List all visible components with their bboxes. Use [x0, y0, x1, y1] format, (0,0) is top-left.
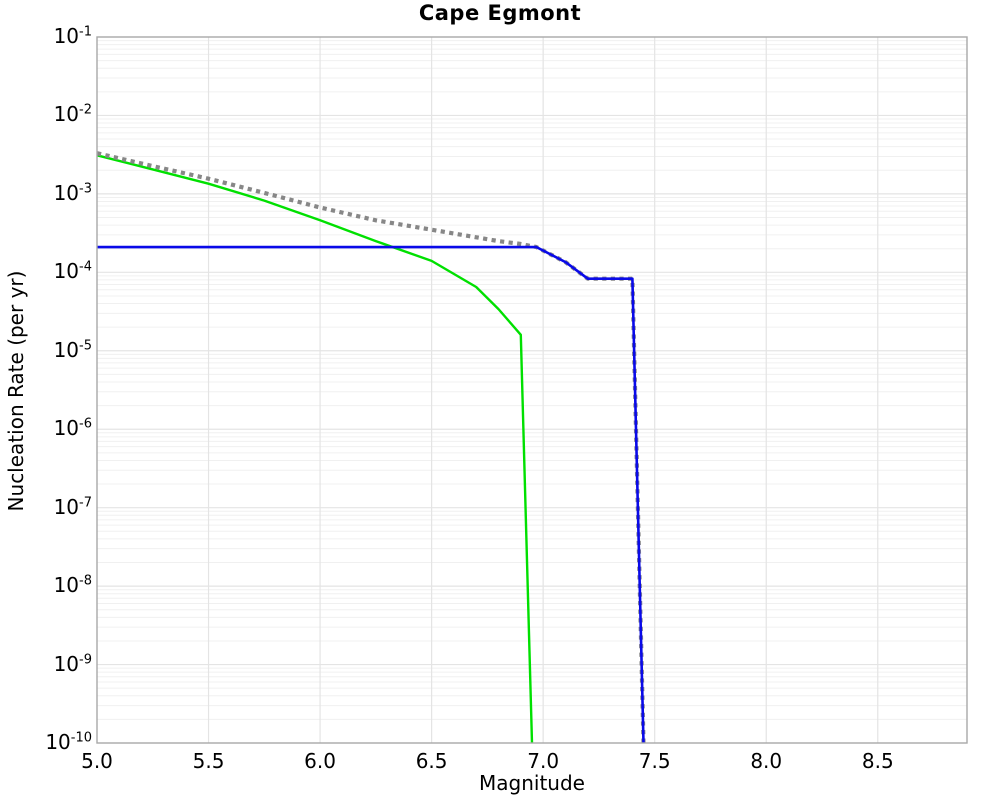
y-tick-label: 10-5	[53, 337, 92, 362]
x-tick-label: 5.5	[192, 749, 225, 773]
x-axis-label: Magnitude	[479, 771, 585, 795]
x-tick-label: 7.0	[527, 749, 560, 773]
series-total-rate-dotted-gray	[96, 151, 646, 744]
x-tick-label: 5.0	[81, 749, 113, 773]
series-fault-rate-green	[96, 154, 534, 744]
y-tick-label: 10-2	[53, 102, 92, 127]
y-tick-label: 10-3	[53, 180, 92, 205]
plot-frame	[96, 36, 968, 744]
y-tick-label: 10-1	[53, 24, 92, 48]
y-tick-label: 10-6	[53, 416, 92, 441]
y-tick-label: 10-10	[45, 730, 92, 754]
y-tick-label: 10-7	[53, 494, 92, 519]
y-tick-label: 10-4	[53, 259, 92, 284]
x-tick-label: 6.5	[415, 749, 448, 773]
series-background-rate-blue	[97, 245, 645, 744]
x-tick-label: 8.0	[750, 749, 783, 773]
x-tick-label: 6.0	[304, 749, 336, 773]
y-tick-label: 10-8	[53, 573, 92, 598]
x-tick-label: 7.5	[638, 749, 671, 773]
x-tick-label: 8.5	[861, 749, 894, 773]
chart-title: Cape Egmont	[418, 1, 582, 25]
y-tick-label: 10-9	[53, 651, 92, 676]
